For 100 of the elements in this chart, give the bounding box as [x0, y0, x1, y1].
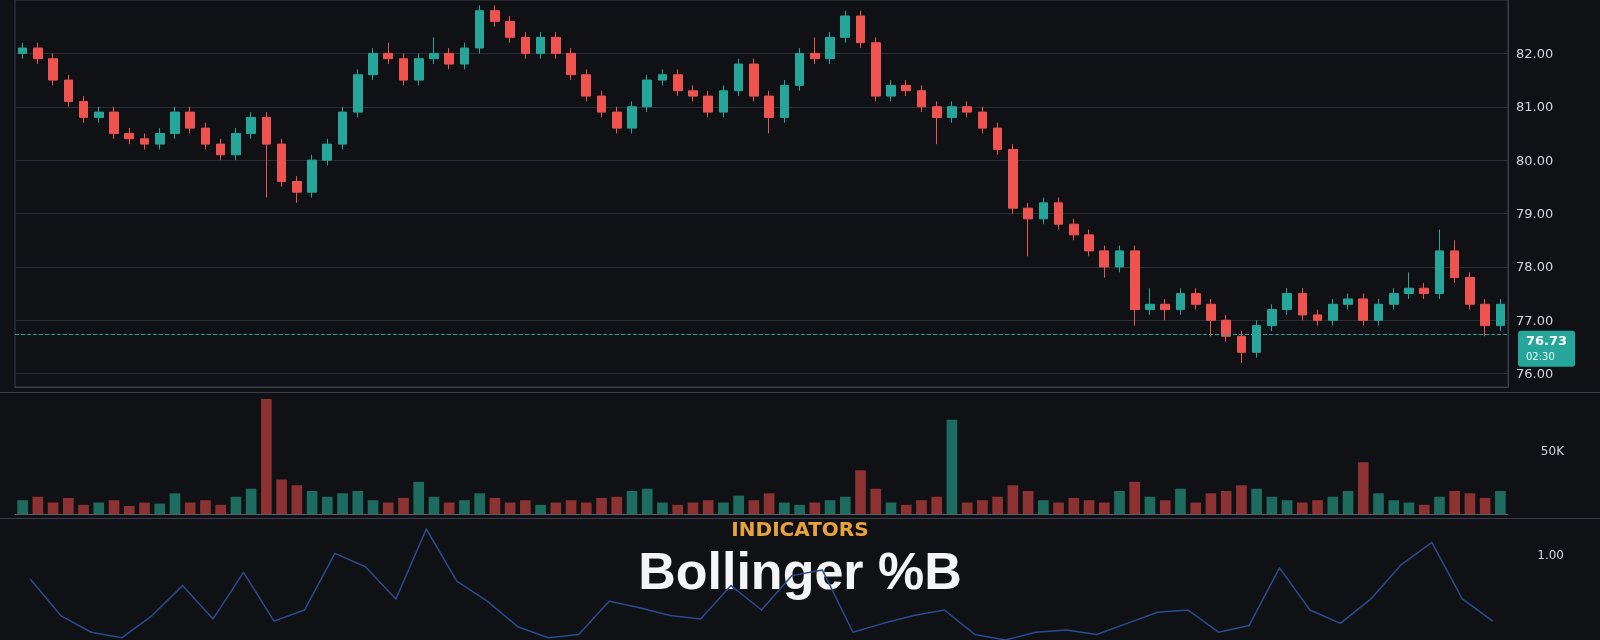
bar [657, 502, 668, 514]
candlestick [810, 36, 820, 65]
candlestick [825, 31, 835, 65]
bar [779, 502, 790, 514]
candlestick [1206, 298, 1216, 337]
bar [1083, 500, 1095, 514]
candlestick [460, 42, 469, 70]
bar [78, 504, 89, 514]
bar [1327, 496, 1339, 514]
bar [1068, 497, 1080, 514]
bar [62, 497, 74, 514]
bar [1495, 491, 1506, 514]
candlestick [1267, 303, 1277, 332]
candlestick [444, 47, 454, 70]
candlestick [18, 42, 27, 60]
candlestick [368, 47, 378, 81]
bar [977, 500, 988, 514]
candlestick [1008, 143, 1018, 215]
candlestick [1115, 245, 1124, 273]
candlestick [627, 100, 637, 134]
candlestick [1130, 245, 1140, 327]
candlestick [1358, 293, 1368, 327]
candlestick [917, 84, 926, 113]
candlestick [581, 68, 591, 102]
bar [1220, 491, 1232, 514]
bar [1434, 496, 1445, 514]
candlestick [64, 74, 73, 108]
bar [1479, 497, 1491, 514]
candlestick [490, 4, 500, 28]
candlestick [1465, 271, 1475, 311]
candlestick [1145, 287, 1155, 316]
candlestick [932, 100, 942, 145]
bar [1342, 491, 1354, 514]
candlestick [1054, 197, 1063, 231]
candlestick [1496, 298, 1505, 332]
bar [1144, 496, 1156, 514]
bar [611, 496, 623, 514]
y-tick-label: 82.00 [1516, 45, 1554, 61]
y-tick-label: 80.00 [1516, 152, 1554, 168]
bar [428, 496, 440, 514]
candlestick [1404, 271, 1414, 300]
text: 02:30 [1526, 351, 1555, 363]
candlestick [429, 36, 439, 65]
candlestick [155, 127, 165, 150]
bar [702, 500, 714, 514]
bar [245, 488, 257, 514]
candlestick [109, 106, 119, 140]
bar [1312, 500, 1323, 514]
bar [489, 497, 501, 514]
y-tick-label: 77.00 [1516, 312, 1554, 328]
candlestick [414, 52, 424, 86]
bar [459, 500, 470, 514]
candlestick [1221, 314, 1231, 343]
bar [520, 500, 531, 514]
candlestick [1191, 287, 1201, 311]
candlestick [1313, 309, 1322, 327]
candlestick [719, 84, 728, 118]
candlestick [79, 95, 88, 124]
candlestick [1176, 287, 1185, 316]
candlestick [292, 175, 302, 204]
bar [946, 419, 958, 514]
candlestick [216, 138, 225, 161]
bar [718, 502, 729, 514]
candlestick [1389, 287, 1399, 311]
bar [1098, 502, 1110, 514]
ref-line-label: 76.73 [1526, 333, 1568, 349]
candlestick [1023, 202, 1033, 257]
bar [352, 491, 364, 514]
candlestick [673, 68, 683, 97]
candlestick [749, 58, 759, 102]
candlestick [231, 127, 241, 161]
bar [1449, 491, 1461, 514]
bar [443, 502, 455, 514]
bar [626, 491, 638, 514]
candlestick [658, 68, 667, 86]
bar [855, 470, 866, 514]
bar [1038, 500, 1049, 514]
text: 50K [1540, 444, 1566, 458]
bar [550, 502, 562, 514]
candlestick [962, 100, 972, 118]
bar [108, 500, 120, 514]
bar [398, 497, 409, 514]
candlestick [353, 68, 363, 118]
bar [794, 504, 805, 514]
candlestick [795, 47, 804, 92]
bar [1053, 502, 1064, 514]
bar [474, 493, 485, 514]
bar [900, 504, 912, 514]
bar [1175, 488, 1186, 514]
candlestick [475, 4, 484, 54]
candlestick [856, 10, 865, 49]
candlestick [993, 122, 1002, 156]
candlestick [886, 79, 896, 102]
bar [580, 502, 592, 514]
candlestick [597, 90, 606, 118]
bar [1129, 481, 1141, 514]
candlestick [521, 31, 530, 60]
bar [276, 479, 287, 514]
candlestick [201, 122, 210, 150]
bar [809, 502, 821, 514]
